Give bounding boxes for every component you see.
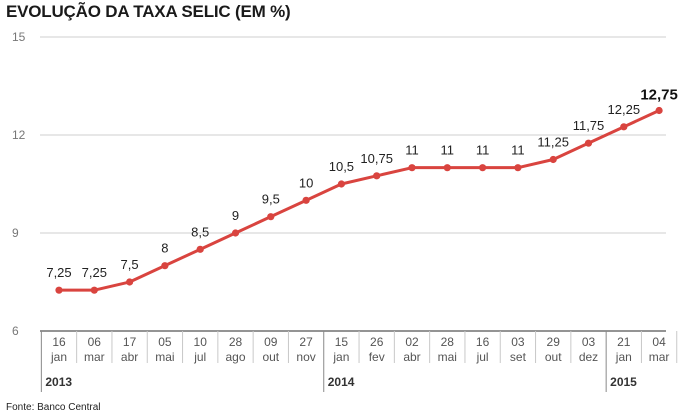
x-axis: 16jan06mar17abr05mai10jul28ago09out27nov… <box>40 331 678 392</box>
data-point <box>620 123 628 131</box>
data-label: 11,75 <box>573 118 605 133</box>
x-tick-day: 27 <box>299 335 313 349</box>
data-label: 12,75 <box>640 87 678 104</box>
x-tick-day: 16 <box>52 335 66 349</box>
grid-lines <box>40 36 666 332</box>
x-tick-month: set <box>510 350 527 364</box>
x-tick-day: 15 <box>335 335 349 349</box>
data-point <box>302 196 310 204</box>
data-point <box>337 180 345 188</box>
x-tick-month: ago <box>225 350 245 364</box>
data-label: 10,5 <box>329 159 354 174</box>
data-label: 9,5 <box>262 192 280 207</box>
data-label: 11 <box>405 143 419 158</box>
data-point <box>549 155 557 164</box>
x-tick-day: 21 <box>617 335 631 349</box>
x-tick-day: 10 <box>194 335 208 349</box>
x-tick-month: mai <box>438 350 457 364</box>
data-label: 10 <box>299 175 313 190</box>
data-point <box>231 229 240 237</box>
x-tick-day: 17 <box>123 335 137 349</box>
data-point <box>584 139 593 147</box>
data-label: 11 <box>511 143 525 158</box>
x-tick-day: 02 <box>405 335 419 349</box>
x-tick-day: 28 <box>441 335 455 349</box>
y-tick-label: 6 <box>12 324 19 338</box>
x-tick-month: mai <box>155 350 174 364</box>
x-tick-month: jul <box>193 350 206 364</box>
x-tick-month: jan <box>615 350 632 364</box>
y-tick-label: 9 <box>12 226 19 240</box>
data-points <box>55 106 663 294</box>
data-point <box>90 286 98 294</box>
data-point <box>55 286 63 294</box>
data-label: 12,25 <box>608 102 641 117</box>
x-tick-day: 09 <box>264 335 278 349</box>
x-tick-day: 16 <box>476 335 490 349</box>
data-point <box>267 213 275 221</box>
series-line <box>59 109 660 292</box>
data-label: 11 <box>476 143 490 158</box>
data-point <box>126 278 134 286</box>
data-label: 8,5 <box>191 224 209 239</box>
data-labels: 7,25 7,25 7,5 8 8,5 9 9,5 10 10,5 10,75 11 11 11 11 11… <box>46 87 678 281</box>
year-label: 2013 <box>45 375 72 389</box>
data-point <box>161 262 169 270</box>
x-tick-day: 03 <box>511 335 525 349</box>
data-point <box>479 164 487 172</box>
data-label: 7,5 <box>121 257 139 272</box>
x-tick-month: jan <box>332 350 349 364</box>
data-label: 9 <box>232 208 239 223</box>
data-point <box>514 164 522 172</box>
y-tick-label: 15 <box>12 30 26 44</box>
year-label: 2014 <box>328 375 355 389</box>
x-tick-day: 05 <box>158 335 172 349</box>
data-point <box>408 164 416 172</box>
x-tick-month: jan <box>50 350 67 364</box>
x-tick-month: out <box>545 350 562 364</box>
x-tick-month: jul <box>476 350 489 364</box>
x-tick-month: mar <box>649 350 670 364</box>
x-tick-month: abr <box>403 350 420 364</box>
y-axis: 6 9 12 15 <box>12 30 26 338</box>
data-label: 11,25 <box>537 135 569 150</box>
x-tick-month: out <box>262 350 279 364</box>
x-tick-day: 06 <box>88 335 102 349</box>
data-label: 10,75 <box>360 151 393 166</box>
selic-series-line <box>59 109 660 292</box>
data-label: 7,25 <box>46 265 71 280</box>
data-point <box>373 172 381 180</box>
data-label: 7,25 <box>82 265 107 280</box>
x-tick-month: fev <box>369 350 385 364</box>
year-label: 2015 <box>610 375 637 389</box>
x-tick-day: 04 <box>652 335 666 349</box>
chart-title: EVOLUÇÃO DA TAXA SELIC (EM %) <box>6 2 291 21</box>
data-label: 8 <box>161 241 168 256</box>
x-tick-month: dez <box>579 350 598 364</box>
x-tick-month: mar <box>84 350 105 364</box>
data-point <box>196 245 204 253</box>
data-point <box>655 106 663 115</box>
x-tick-month: abr <box>121 350 138 364</box>
x-tick-month: nov <box>296 350 315 364</box>
y-tick-label: 12 <box>12 128 26 142</box>
x-tick-day: 28 <box>229 335 243 349</box>
x-tick-day: 29 <box>547 335 561 349</box>
x-tick-day: 03 <box>582 335 596 349</box>
x-tick-day: 26 <box>370 335 384 349</box>
data-label: 11 <box>441 143 455 158</box>
source-note: Fonte: Banco Central <box>6 402 101 413</box>
data-point <box>443 164 451 172</box>
